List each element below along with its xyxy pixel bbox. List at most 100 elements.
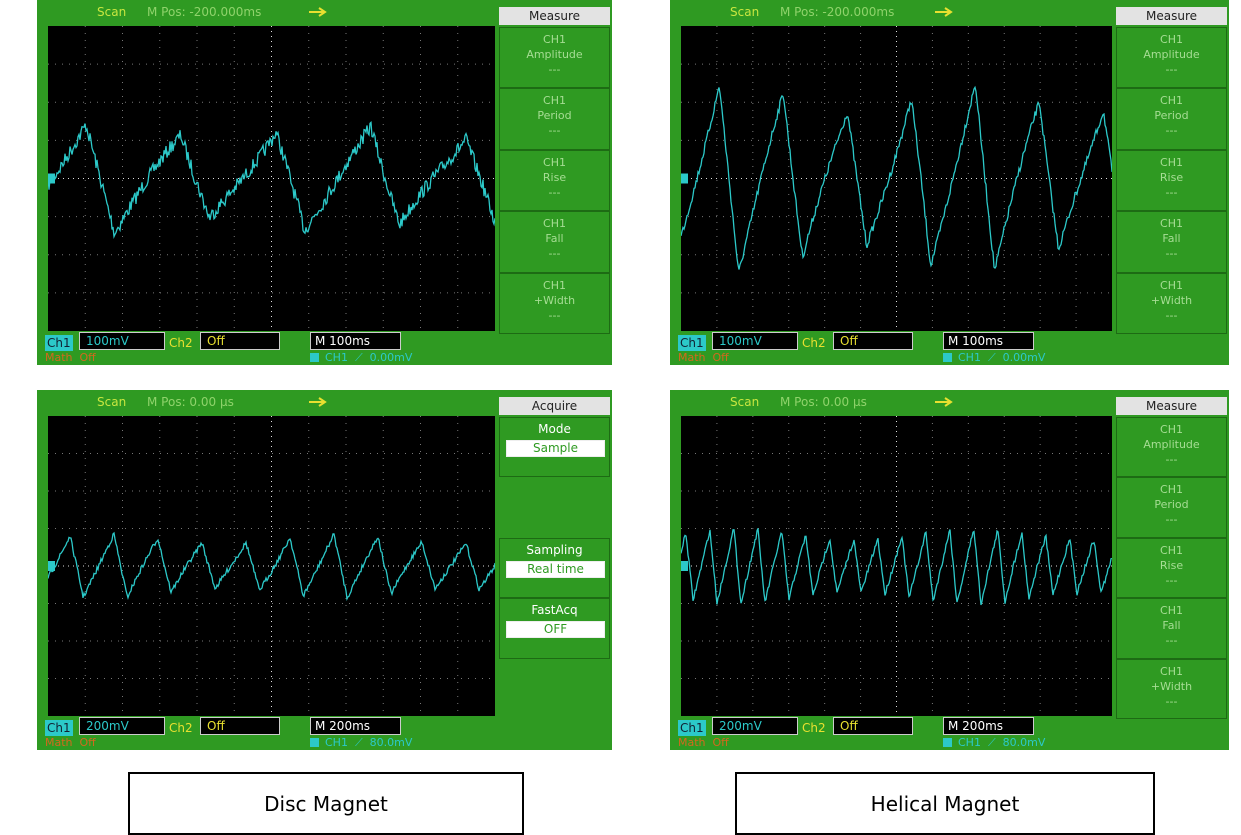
- math-state: Math Off: [45, 735, 96, 750]
- ch1-scale: 100mV: [79, 332, 165, 350]
- menu-label: Mode: [500, 422, 609, 437]
- position-label: M Pos: -200.000ms: [147, 5, 261, 19]
- mode-label: Scan: [97, 5, 126, 19]
- trigger-icon: [310, 353, 319, 362]
- channel-marker: [48, 174, 55, 184]
- menu-channel: CH1: [1117, 93, 1226, 108]
- ch2-label: Ch2: [802, 335, 826, 351]
- menu-channel: CH1: [1117, 603, 1226, 618]
- menu-item: CH1+Width---: [499, 273, 610, 334]
- menu-item: Sampling Real time: [499, 538, 610, 598]
- ch2-state: Off: [200, 332, 280, 350]
- usb-icon-frame: [307, 394, 327, 410]
- menu-value: ---: [1117, 308, 1226, 323]
- ch2-label: Ch2: [802, 720, 826, 736]
- menu-value: ---: [1117, 694, 1226, 709]
- menu-value: ---: [1117, 573, 1226, 588]
- menu-channel: CH1: [500, 93, 609, 108]
- menu-channel: CH1: [1117, 278, 1226, 293]
- menu-value: ---: [500, 246, 609, 261]
- menu-value: ---: [1117, 452, 1226, 467]
- math-state: Math Off: [678, 350, 729, 365]
- trigger-info: CH1 ⟋ 0.00mV: [325, 350, 412, 365]
- menu-label: Fall: [1117, 618, 1226, 633]
- menu-label: Period: [500, 108, 609, 123]
- menu-title: Measure: [1116, 7, 1227, 25]
- menu-channel: CH1: [1117, 32, 1226, 47]
- menu-value: ---: [500, 308, 609, 323]
- position-label: M Pos: -200.000ms: [780, 5, 894, 19]
- menu-item: CH1Rise---: [1116, 150, 1227, 211]
- usb-icon: [309, 8, 325, 16]
- menu-value: ---: [1117, 633, 1226, 648]
- ch2-state: Off: [833, 332, 913, 350]
- waveform-display: [681, 26, 1112, 331]
- ch2-label: Ch2: [169, 720, 193, 736]
- menu-value: ---: [500, 62, 609, 77]
- menu-label: Fall: [500, 231, 609, 246]
- menu-value: ---: [1117, 185, 1226, 200]
- menu-label: Amplitude: [500, 47, 609, 62]
- usb-icon-frame: [307, 4, 327, 20]
- menu-channel: CH1: [500, 155, 609, 170]
- ch2-label: Ch2: [169, 335, 193, 351]
- menu-label: Amplitude: [1117, 437, 1226, 452]
- menu-value: ---: [1117, 246, 1226, 261]
- ch1-scale: 200mV: [79, 717, 165, 735]
- menu-channel: CH1: [1117, 664, 1226, 679]
- channel-marker: [681, 561, 688, 571]
- math-state: Math Off: [678, 735, 729, 750]
- ch2-state: Off: [833, 717, 913, 735]
- channel-marker: [48, 561, 55, 571]
- ch1-label: Ch1: [45, 720, 73, 736]
- menu-item: CH1+Width---: [1116, 273, 1227, 334]
- timebase: M 200ms: [943, 717, 1034, 735]
- menu-item: Mode Sample: [499, 417, 610, 477]
- mode-label: Scan: [730, 5, 759, 19]
- usb-icon-frame: [933, 394, 953, 410]
- menu-value: ---: [1117, 512, 1226, 527]
- menu-item: CH1Period---: [1116, 477, 1227, 537]
- menu-channel: CH1: [1117, 482, 1226, 497]
- oscilloscope-screen: ScanM Pos: 0.00 µsMeasureCH1Amplitude---…: [670, 390, 1229, 750]
- timebase: M 200ms: [310, 717, 401, 735]
- menu-label: Fall: [1117, 231, 1226, 246]
- ch1-scale: 100mV: [712, 332, 798, 350]
- waveform-display: [48, 26, 495, 331]
- menu-title: Measure: [499, 7, 610, 25]
- menu-channel: CH1: [1117, 543, 1226, 558]
- menu-channel: CH1: [1117, 216, 1226, 231]
- menu-label: Rise: [1117, 170, 1226, 185]
- menu-channel: CH1: [1117, 422, 1226, 437]
- menu-channel: CH1: [500, 278, 609, 293]
- menu-label: Period: [1117, 108, 1226, 123]
- position-label: M Pos: 0.00 µs: [780, 395, 867, 409]
- caption: Disc Magnet: [128, 772, 524, 835]
- menu-value: ---: [1117, 123, 1226, 138]
- ch1-label: Ch1: [678, 335, 706, 351]
- menu-label: +Width: [1117, 293, 1226, 308]
- channel-marker: [681, 174, 688, 184]
- ch1-label: Ch1: [45, 335, 73, 351]
- menu-label: Rise: [1117, 558, 1226, 573]
- menu-value: ---: [1117, 62, 1226, 77]
- menu-value: Sample: [506, 440, 605, 457]
- oscilloscope-screen: ScanM Pos: 0.00 µsAcquireModeSampleSampl…: [37, 390, 612, 750]
- menu-label: Amplitude: [1117, 47, 1226, 62]
- menu-value: Real time: [506, 561, 605, 578]
- menu-value: ---: [500, 185, 609, 200]
- menu-label: Sampling: [500, 543, 609, 558]
- menu-value: OFF: [506, 621, 605, 638]
- usb-icon: [309, 398, 325, 406]
- menu-channel: CH1: [500, 216, 609, 231]
- trigger-icon: [310, 738, 319, 747]
